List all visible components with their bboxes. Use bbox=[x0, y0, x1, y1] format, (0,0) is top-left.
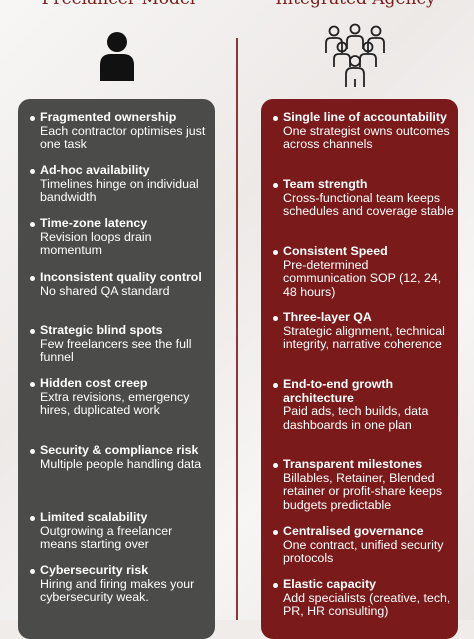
freelancer-heading: Freelancer Model bbox=[0, 0, 237, 9]
item-desc: Strategic alignment, technical integrity… bbox=[283, 323, 445, 351]
bullet bbox=[30, 222, 35, 227]
item-title: Team strength bbox=[283, 177, 368, 191]
item-desc: Hiring and firing makes your cybersecuri… bbox=[40, 576, 195, 604]
bullet bbox=[30, 516, 35, 521]
item-desc: Multiple people handling data bbox=[40, 456, 202, 471]
bullet bbox=[30, 169, 35, 174]
bullet bbox=[30, 116, 35, 121]
team-icon bbox=[325, 23, 385, 87]
item-desc: Few freelancers see the full funnel bbox=[40, 336, 192, 364]
item-desc: Pre-determined communication SOP (12, 24… bbox=[283, 257, 442, 299]
item-title: Limited scalability bbox=[40, 510, 148, 524]
item-desc: Timelines hinge on individual bandwidth bbox=[40, 176, 199, 204]
bullet bbox=[273, 463, 278, 468]
bullet bbox=[273, 583, 278, 588]
item-title: Fragmented ownership bbox=[40, 110, 177, 124]
bullet bbox=[273, 116, 278, 121]
bullet bbox=[30, 329, 35, 334]
item-title: End-to-end growth architecture bbox=[283, 377, 394, 405]
item-desc: Outgrowing a freelancer means starting o… bbox=[40, 523, 173, 551]
item-title: Elastic capacity bbox=[283, 577, 376, 591]
person-icon bbox=[100, 32, 134, 81]
bullet bbox=[273, 316, 278, 321]
agency-panel: Single line of accountability One strate… bbox=[261, 99, 458, 639]
item-desc: Each contractor optimises just one task bbox=[40, 123, 206, 151]
item-desc: Paid ads, tech builds, data dashboards i… bbox=[283, 404, 429, 432]
bullet bbox=[273, 250, 278, 255]
item-title: Single line of accountability bbox=[283, 110, 447, 124]
item-title: Cybersecurity risk bbox=[40, 563, 149, 577]
item-title: Security & compliance risk bbox=[40, 443, 199, 457]
item-desc: One contract, unified security protocols bbox=[283, 537, 444, 565]
item-title: Inconsistent quality control bbox=[40, 270, 202, 284]
item-desc: Revision loops drain momentum bbox=[40, 229, 152, 257]
item-title: Strategic blind spots bbox=[40, 323, 163, 337]
item-title: Consistent Speed bbox=[283, 244, 388, 258]
item-desc: Cross-functional team keeps schedules an… bbox=[283, 190, 454, 218]
item-desc: No shared QA standard bbox=[40, 283, 170, 298]
item-desc: Billables, Retainer, Blended retainer or… bbox=[283, 470, 443, 512]
bullet bbox=[30, 382, 35, 387]
bullet bbox=[273, 530, 278, 535]
freelancer-panel: Fragmented ownership Each contractor opt… bbox=[18, 99, 215, 639]
item-desc: Add specialists (creative, tech, PR, HR … bbox=[283, 590, 451, 618]
item-title: Three-layer QA bbox=[283, 310, 372, 324]
bullet bbox=[30, 276, 35, 281]
bullet bbox=[30, 449, 35, 454]
agency-heading: Integrated Agency bbox=[237, 0, 474, 9]
item-title: Time-zone latency bbox=[40, 216, 148, 230]
bullet bbox=[273, 383, 278, 388]
item-title: Transparent milestones bbox=[283, 457, 423, 471]
item-title: Hidden cost creep bbox=[40, 376, 148, 390]
item-title: Centralised governance bbox=[283, 524, 424, 538]
bullet bbox=[30, 569, 35, 574]
item-desc: Extra revisions, emergency hires, duplic… bbox=[40, 389, 190, 417]
item-desc: One strategist owns outcomes across chan… bbox=[283, 123, 450, 151]
item-title: Ad-hoc availability bbox=[40, 163, 150, 177]
bullet bbox=[273, 183, 278, 188]
column-divider bbox=[236, 38, 238, 620]
